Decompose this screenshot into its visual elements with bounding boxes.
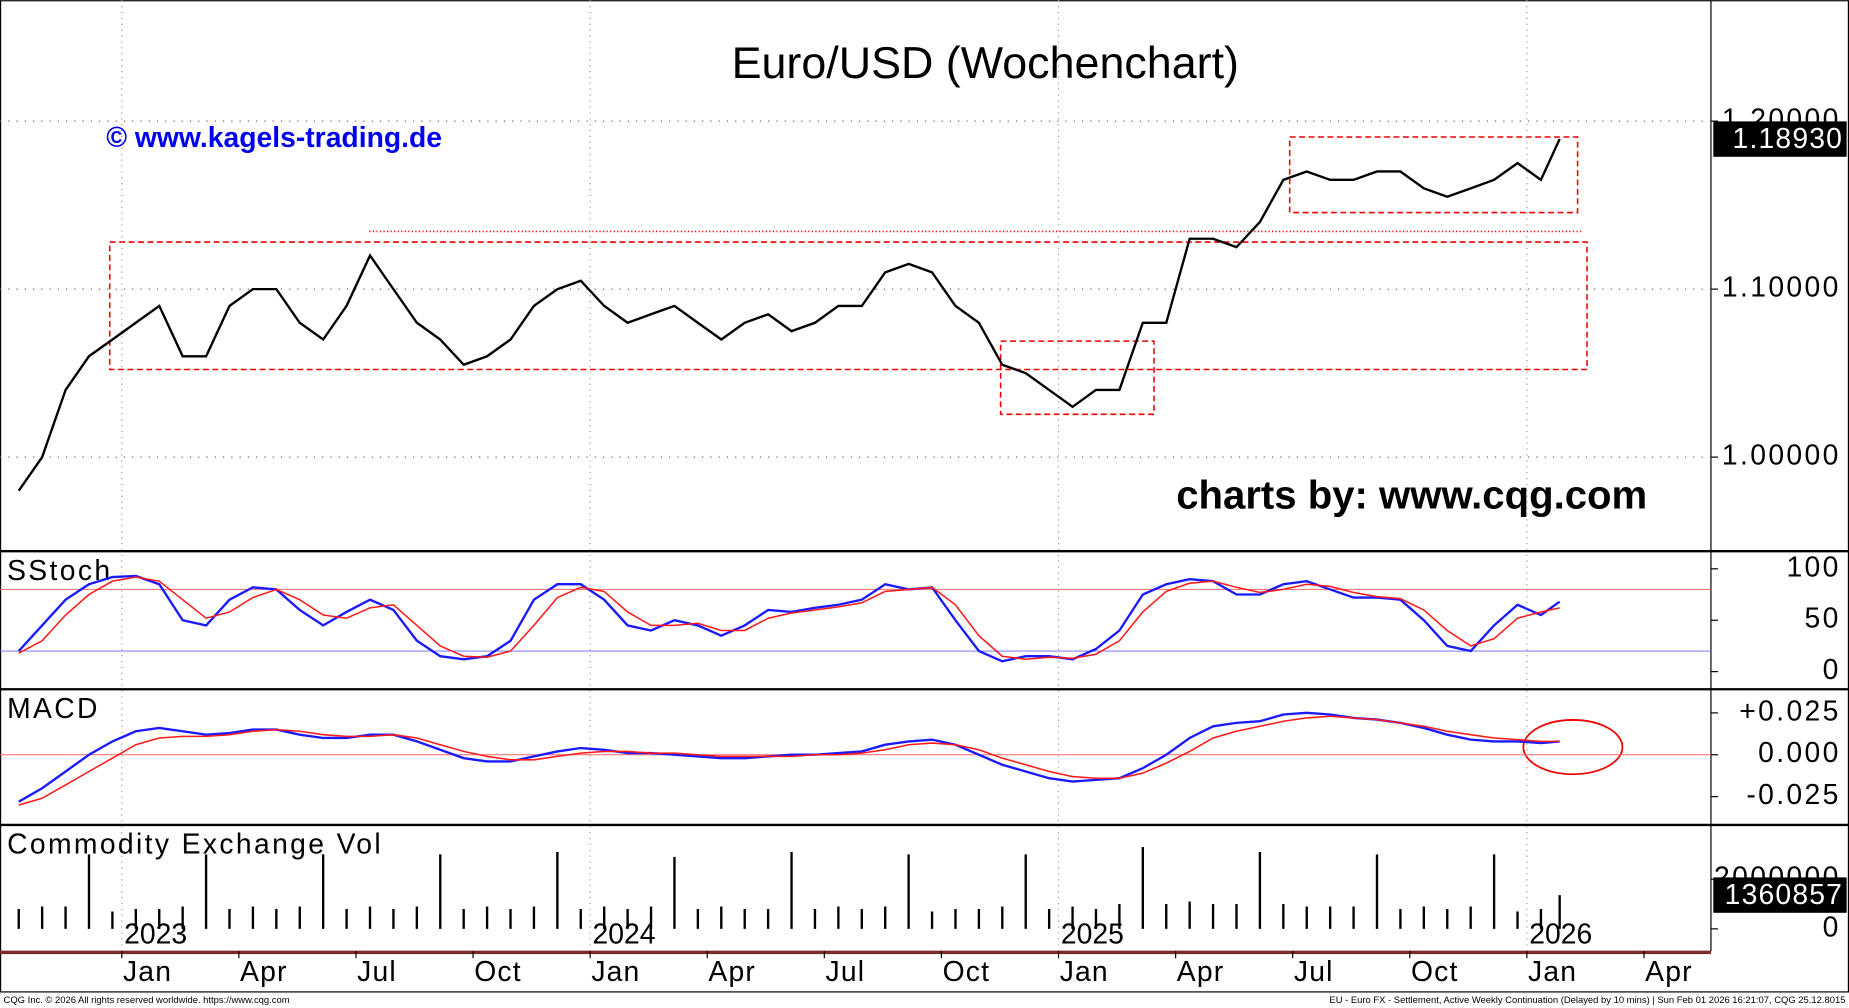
panel-label: MACD <box>7 692 100 724</box>
y-tick-label: -0.025 <box>1746 778 1840 810</box>
y-tick-label: +0.025 <box>1739 694 1841 726</box>
chart-title: Euro/USD (Wochenchart) <box>732 37 1239 88</box>
footer-right: EU - Euro FX - Settlement, Active Weekly… <box>1329 994 1845 1005</box>
y-tick-label: 50 <box>1805 602 1841 634</box>
range-boxes <box>108 136 1588 416</box>
year-label: 2023 <box>124 917 187 949</box>
panel-label: Commodity Exchange Vol <box>7 828 383 860</box>
series-line <box>18 576 1560 661</box>
y-tick-label: 0 <box>1823 910 1841 942</box>
x-tick-label: Jul <box>357 955 397 987</box>
last-value-box <box>1713 877 1847 913</box>
series-line <box>18 711 1560 803</box>
x-tick-label: Jan <box>123 955 172 987</box>
y-tick-label: 0 <box>1823 653 1841 685</box>
last-value-label: 1.18930 <box>1733 122 1844 154</box>
last-value-box <box>1713 121 1847 157</box>
x-tick-label: Jan <box>1528 955 1577 987</box>
series-line <box>17 574 1561 663</box>
x-tick-label: Apr <box>708 955 756 987</box>
x-tick-label: Oct <box>1411 955 1459 987</box>
series-line <box>18 715 1560 806</box>
panel-label: SStoch <box>7 554 112 586</box>
highlight-ellipse <box>1522 719 1624 776</box>
y-tick-label: 1.10000 <box>1722 271 1841 303</box>
year-label: 2025 <box>1061 917 1124 949</box>
series-line <box>17 138 1561 492</box>
x-tick-label: Oct <box>943 955 991 987</box>
x-tick-label: Apr <box>240 955 288 987</box>
x-tick-label: Jan <box>1060 955 1109 987</box>
last-value-label: 1360857 <box>1725 878 1843 910</box>
credit: charts by: www.cqg.com <box>1176 474 1647 518</box>
range-box <box>999 340 1155 416</box>
x-tick-label: Oct <box>474 955 522 987</box>
x-tick-label: Apr <box>1177 955 1225 987</box>
footer-left: CQG Inc. © 2026 All rights reserved worl… <box>4 994 290 1005</box>
range-box <box>1288 136 1579 214</box>
y-tick-label: 0.000 <box>1758 736 1841 768</box>
y-tick-label: 100 <box>1786 550 1840 582</box>
x-tick-label: Jan <box>591 955 640 987</box>
y-tick-label: 1.00000 <box>1722 439 1841 471</box>
x-tick-label: Jul <box>826 955 866 987</box>
x-tick-label: Apr <box>1645 955 1693 987</box>
copyright: © www.kagels-trading.de <box>106 121 442 153</box>
year-label: 2024 <box>593 917 656 949</box>
range-box <box>108 241 1588 371</box>
x-tick-label: Jul <box>1294 955 1334 987</box>
